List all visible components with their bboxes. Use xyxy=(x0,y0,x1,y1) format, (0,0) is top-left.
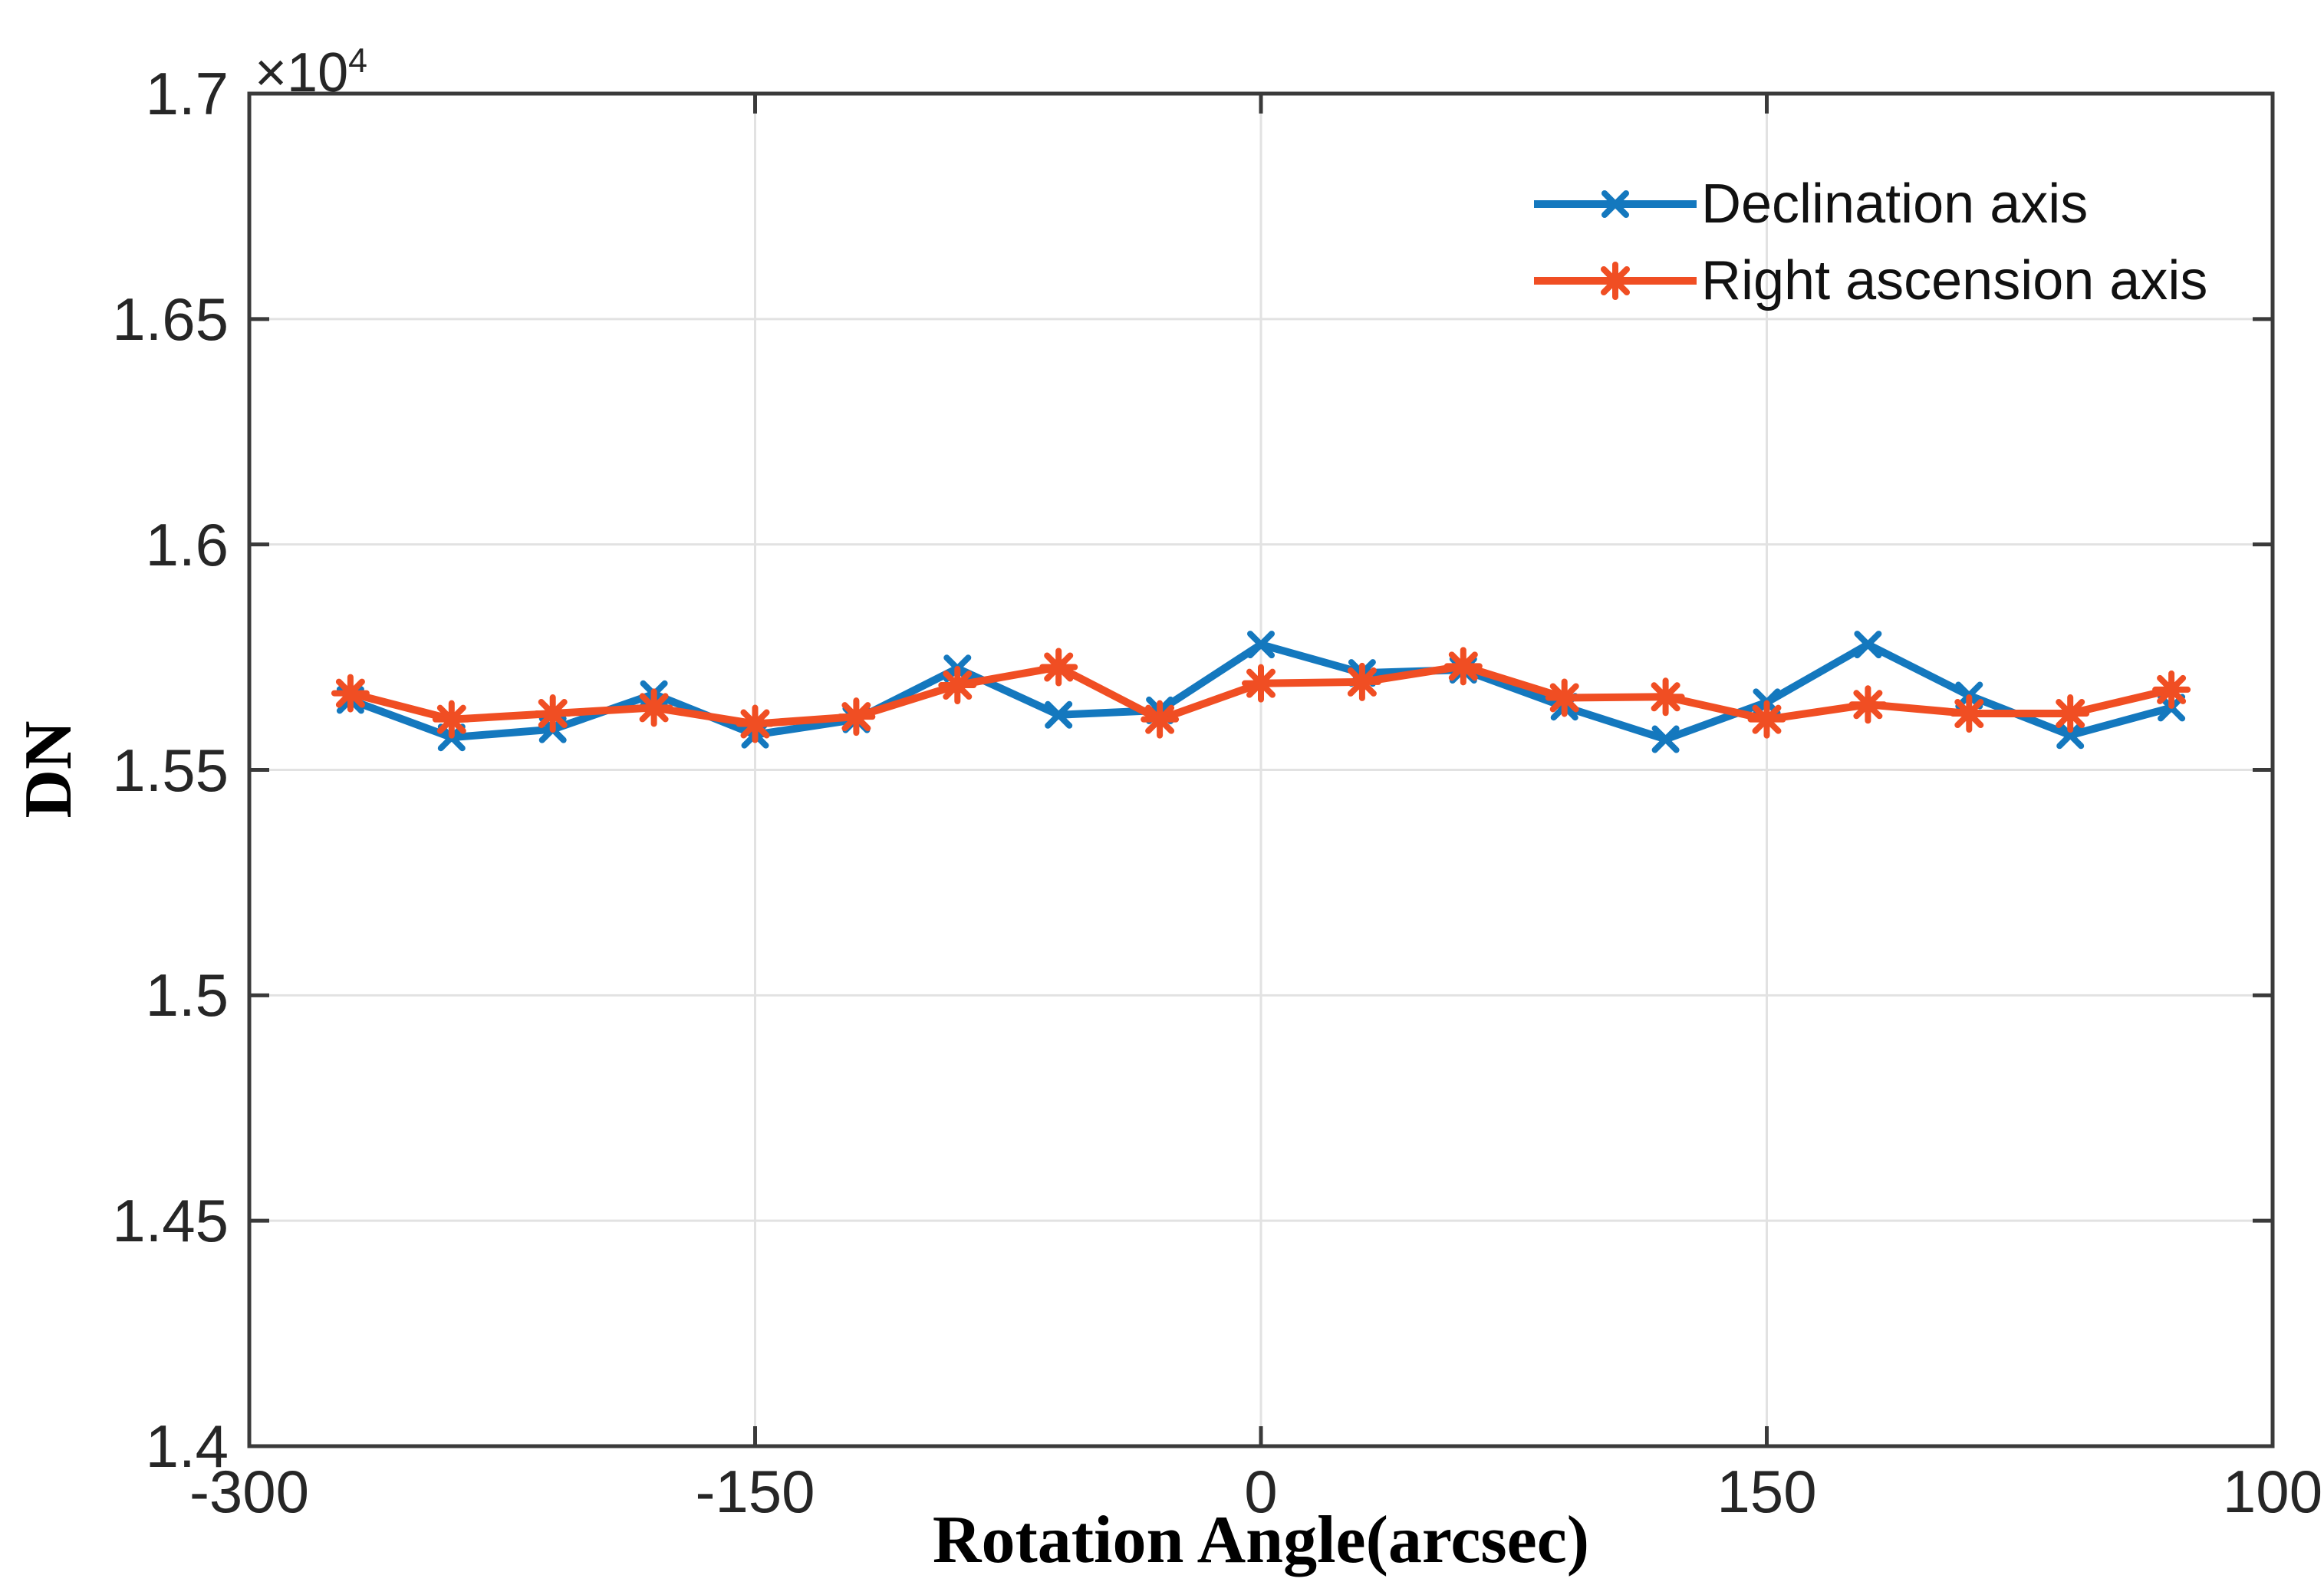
legend-sample-marker-0 xyxy=(1601,190,1629,218)
x-axis-label: Rotation Angle(arcsec) xyxy=(932,1503,1590,1577)
y-tick-label: 1.7 xyxy=(145,60,229,127)
y-axis-multiplier-exponent: 4 xyxy=(348,42,367,80)
legend-label-right-ascension: Right ascension axis xyxy=(1701,250,2208,311)
y-tick-label: 1.45 xyxy=(112,1187,229,1255)
y-tick-label: 1.5 xyxy=(145,961,229,1030)
y-axis-label: DN xyxy=(12,720,86,819)
x-tick-label: -300 xyxy=(189,1458,310,1525)
y-tick-label: 1.4 xyxy=(145,1412,229,1480)
y-tick-label: 1.6 xyxy=(145,510,229,578)
x-tick-label: 0 xyxy=(1244,1458,1278,1525)
y-axis-multiplier: ×104 xyxy=(255,31,367,104)
y-tick-label: 1.65 xyxy=(112,285,229,353)
y-tick-label: 1.55 xyxy=(112,736,229,804)
y-axis-multiplier-base: ×10 xyxy=(255,42,349,104)
x-tick-label: 100 xyxy=(2222,1458,2323,1525)
legend-sample-marker-1 xyxy=(1596,262,1634,300)
x-tick-label: 150 xyxy=(1717,1458,1817,1525)
series-markers-1 xyxy=(331,647,2191,743)
x-tick-label: -150 xyxy=(695,1458,815,1525)
legend-label-declination: Declination axis xyxy=(1701,173,2089,235)
